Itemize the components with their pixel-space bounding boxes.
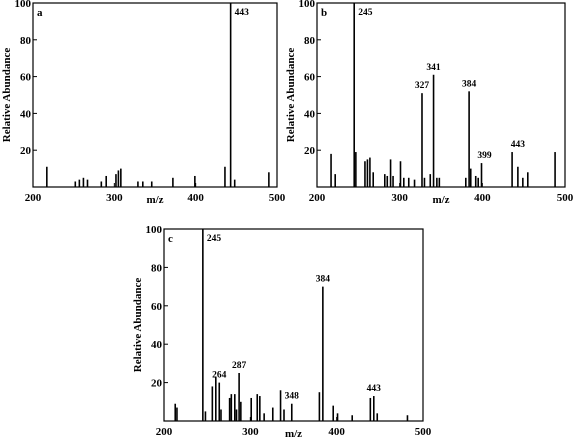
x-tick-label: 300 <box>106 192 123 204</box>
x-axis-title: m/z <box>432 194 449 206</box>
peak-label: 341 <box>426 63 441 73</box>
peak-label: 384 <box>462 79 477 89</box>
x-tick-label: 200 <box>309 192 326 204</box>
y-tick-label: 100 <box>299 0 316 10</box>
plot-frame <box>316 2 566 188</box>
x-axis-title: m/z <box>146 194 163 206</box>
peak-label: 327 <box>415 81 430 91</box>
x-tick-label: 400 <box>474 192 491 204</box>
panel-label: c <box>168 233 173 245</box>
y-tick-label: 100 <box>15 0 32 10</box>
y-tick-label: 60 <box>20 72 32 84</box>
peak-label: 399 <box>477 151 492 161</box>
peak-label: 443 <box>511 140 526 150</box>
y-axis-title: Relative Abundance <box>285 48 297 143</box>
panel-label: a <box>37 7 43 19</box>
y-tick-label: 20 <box>304 145 316 157</box>
plot-frame <box>163 228 424 422</box>
peak-label: 443 <box>235 8 250 18</box>
y-axis-title: Relative Abundance <box>1 48 13 143</box>
x-tick-label: 400 <box>187 192 204 204</box>
y-tick-label: 60 <box>304 72 316 84</box>
x-tick-label: 300 <box>391 192 408 204</box>
y-tick-label: 20 <box>20 145 32 157</box>
y-tick-label: 100 <box>146 224 163 236</box>
peak-label: 245 <box>207 234 222 244</box>
panel-label: b <box>321 7 327 19</box>
y-tick-label: 20 <box>151 378 163 390</box>
y-tick-label: 40 <box>151 339 163 351</box>
x-tick-label: 400 <box>328 426 345 438</box>
y-tick-label: 40 <box>304 108 316 120</box>
x-tick-label: 200 <box>25 192 42 204</box>
peak-label: 443 <box>367 384 382 394</box>
plot-frame <box>32 2 278 188</box>
y-tick-label: 60 <box>151 301 163 313</box>
peak-label: 287 <box>232 361 247 371</box>
y-tick-label: 80 <box>304 35 316 47</box>
peak-label: 264 <box>212 371 227 381</box>
x-tick-label: 500 <box>415 426 432 438</box>
y-tick-label: 80 <box>151 262 163 274</box>
peak-label: 384 <box>316 275 331 285</box>
y-tick-label: 40 <box>20 108 32 120</box>
y-axis-title: Relative Abundance <box>132 278 144 373</box>
spectrum-panel-a: 200 300 400 500 20 40 60 80 100 m/z Relative Abund… <box>1 0 286 206</box>
peak-label: 245 <box>358 8 373 18</box>
x-tick-label: 200 <box>156 426 173 438</box>
x-tick-label: 300 <box>242 426 259 438</box>
x-tick-label: 500 <box>269 192 286 204</box>
peak-label: 348 <box>285 392 300 402</box>
spectrum-panel-b: 200 300 400 500 20 40 60 80 100 m/z Relative Abund… <box>285 0 574 206</box>
x-tick-label: 500 <box>557 192 574 204</box>
spectrum-panel-c: 200 300 400 500 20 40 60 80 100 m/z Relative Abund… <box>132 224 432 440</box>
x-axis-title: m/z <box>285 428 302 440</box>
y-tick-label: 80 <box>20 35 32 47</box>
